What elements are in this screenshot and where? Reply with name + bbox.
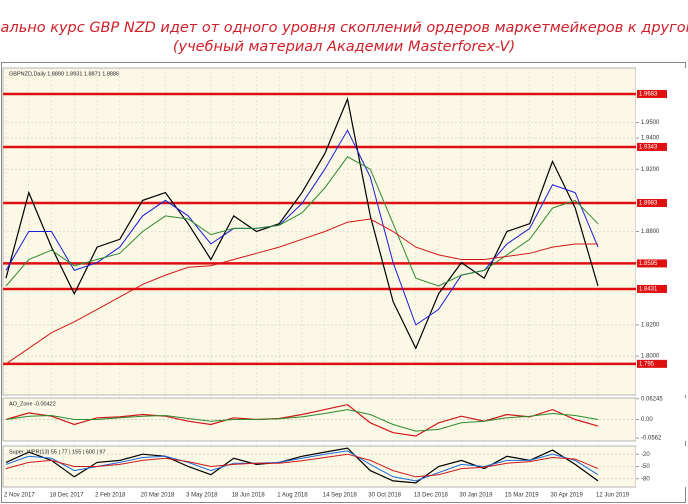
y-tick-label: 1.8800 xyxy=(641,229,660,235)
series-line xyxy=(5,450,599,482)
y-tick-label: 1.8200 xyxy=(641,323,660,329)
x-tick-label: 30 Oct 2018 xyxy=(368,493,401,499)
level-label-box xyxy=(637,359,667,368)
x-tick-label: 15 Mar 2019 xyxy=(505,493,539,499)
x-tick-label: 18 Jun 2018 xyxy=(232,493,266,499)
x-tick-label: 3 May 2018 xyxy=(186,493,218,499)
series-line xyxy=(5,403,599,437)
level-label-box xyxy=(637,199,667,208)
panel-header: Super_WPR(13) 55 | 77 | 155 | 600 | 97 xyxy=(9,449,106,455)
series-line xyxy=(5,218,598,365)
axis-background xyxy=(636,398,686,441)
subtitle: (учебный материал Академии Masterforex-V… xyxy=(173,39,515,55)
x-tick-label: 14 Sep 2018 xyxy=(323,493,358,499)
series-line xyxy=(5,447,599,484)
y-tick-label: -80 xyxy=(641,476,650,482)
level-label: 1.8431 xyxy=(639,287,658,293)
y-tick-label: 1.9400 xyxy=(641,136,660,142)
y-tick-label: 1.9500 xyxy=(641,120,660,126)
axis-background xyxy=(636,446,686,487)
x-tick-label: 18 Dec 2017 xyxy=(50,493,85,499)
x-tick-label: 30 Jan 2019 xyxy=(459,493,493,499)
level-label: 1.9343 xyxy=(639,145,658,151)
axis-background xyxy=(636,68,686,395)
level-label-box xyxy=(637,142,667,151)
series-line xyxy=(5,97,599,350)
x-tick-label: 1 Aug 2018 xyxy=(277,493,308,499)
y-tick-label: -20 xyxy=(641,452,650,458)
level-label: 1.8983 xyxy=(639,201,658,207)
x-tick-label: 13 Dec 2018 xyxy=(414,493,449,499)
x-tick-label: 30 Apr 2019 xyxy=(550,493,583,499)
series-line xyxy=(5,409,599,432)
level-label-box xyxy=(637,284,667,293)
x-tick-label: 2 Feb 2018 xyxy=(95,493,126,499)
series-line xyxy=(5,453,599,478)
x-tick-label: 12 Jun 2019 xyxy=(596,493,630,499)
level-label: 1.8595 xyxy=(639,261,658,267)
panel-header: GBPNZD,Daily 1.8890 1.8931 1.8871 1.8886 xyxy=(9,71,119,77)
y-tick-label: 0.06245 xyxy=(641,396,663,402)
panel-header: AO_Zone -0.00422 xyxy=(9,401,56,407)
y-tick-label: -0.0562 xyxy=(641,436,662,442)
level-label: 1.795 xyxy=(639,361,655,367)
y-tick-label: 1.9200 xyxy=(641,167,660,173)
level-label: 1.9683 xyxy=(639,92,658,98)
level-label-box xyxy=(637,90,667,99)
x-tick-label: 2 Nov 2017 xyxy=(4,493,35,499)
level-label-box xyxy=(637,259,667,268)
x-tick-label: 20 Mar 2018 xyxy=(141,493,175,499)
y-tick-label: 0.00 xyxy=(641,417,653,423)
y-tick-label: -50 xyxy=(641,464,650,470)
y-tick-label: 1.8000 xyxy=(641,354,660,360)
title: Реально курс GBP NZD идет от одного уров… xyxy=(0,20,688,36)
series-line xyxy=(5,156,599,287)
